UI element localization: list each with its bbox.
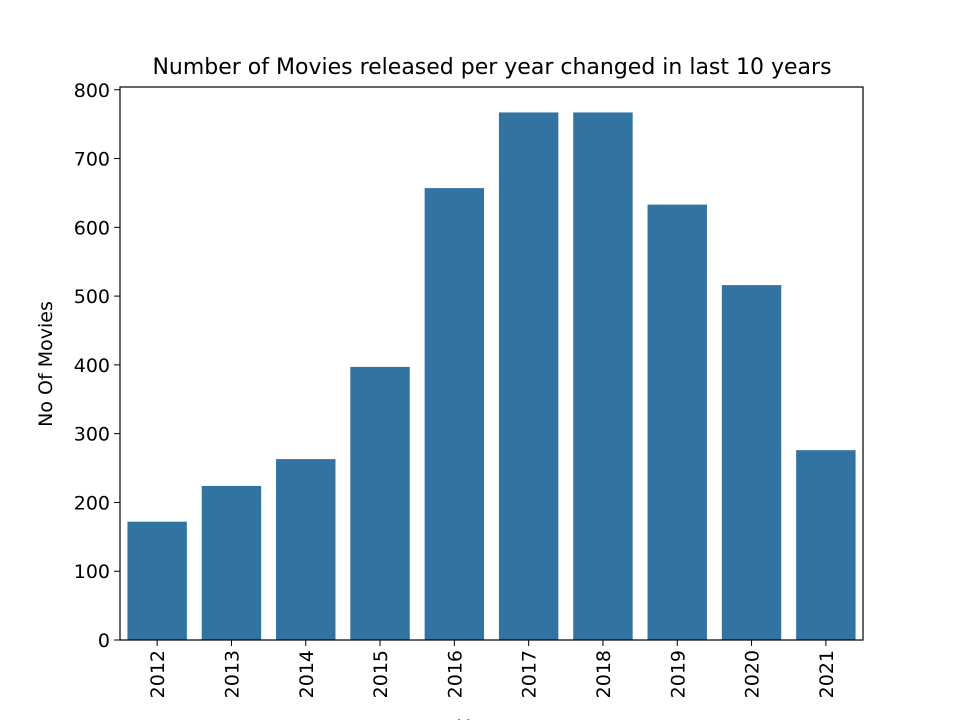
y-tick-label: 300 bbox=[74, 424, 110, 446]
y-tick-label: 100 bbox=[74, 561, 110, 583]
x-tick-label: 2016 bbox=[444, 650, 466, 698]
y-tick-label: 500 bbox=[74, 286, 110, 308]
x-tick-label: 2014 bbox=[296, 650, 318, 698]
bar bbox=[647, 204, 707, 641]
bar bbox=[721, 285, 782, 640]
x-tick-label: 2019 bbox=[667, 650, 689, 698]
bar bbox=[127, 521, 187, 640]
y-tick-label: 0 bbox=[98, 630, 110, 652]
y-tick-label: 600 bbox=[74, 217, 110, 239]
bar bbox=[573, 112, 633, 641]
bar bbox=[276, 459, 336, 640]
x-tick-label: 2012 bbox=[147, 650, 169, 698]
x-tick-label: 2013 bbox=[221, 650, 243, 698]
bar bbox=[350, 366, 410, 640]
y-tick-label: 800 bbox=[74, 80, 110, 102]
chart-title: Number of Movies released per year chang… bbox=[152, 55, 831, 80]
plot-frame bbox=[119, 86, 864, 641]
y-tick-label: 200 bbox=[74, 492, 110, 514]
y-tick-label: 400 bbox=[74, 355, 110, 377]
bar bbox=[498, 112, 559, 641]
x-tick-label: 2020 bbox=[742, 650, 764, 698]
x-tick-label: 2021 bbox=[816, 650, 838, 698]
bar bbox=[796, 450, 856, 640]
bar bbox=[201, 485, 262, 640]
y-tick-label: 700 bbox=[74, 149, 110, 171]
x-tick-label: 2015 bbox=[370, 650, 392, 698]
x-tick-label: 2017 bbox=[519, 650, 541, 698]
bar bbox=[424, 188, 485, 640]
x-tick-label: 2018 bbox=[593, 650, 615, 698]
y-axis-label: No Of Movies bbox=[35, 301, 57, 427]
x-axis-label: Year bbox=[457, 716, 498, 720]
